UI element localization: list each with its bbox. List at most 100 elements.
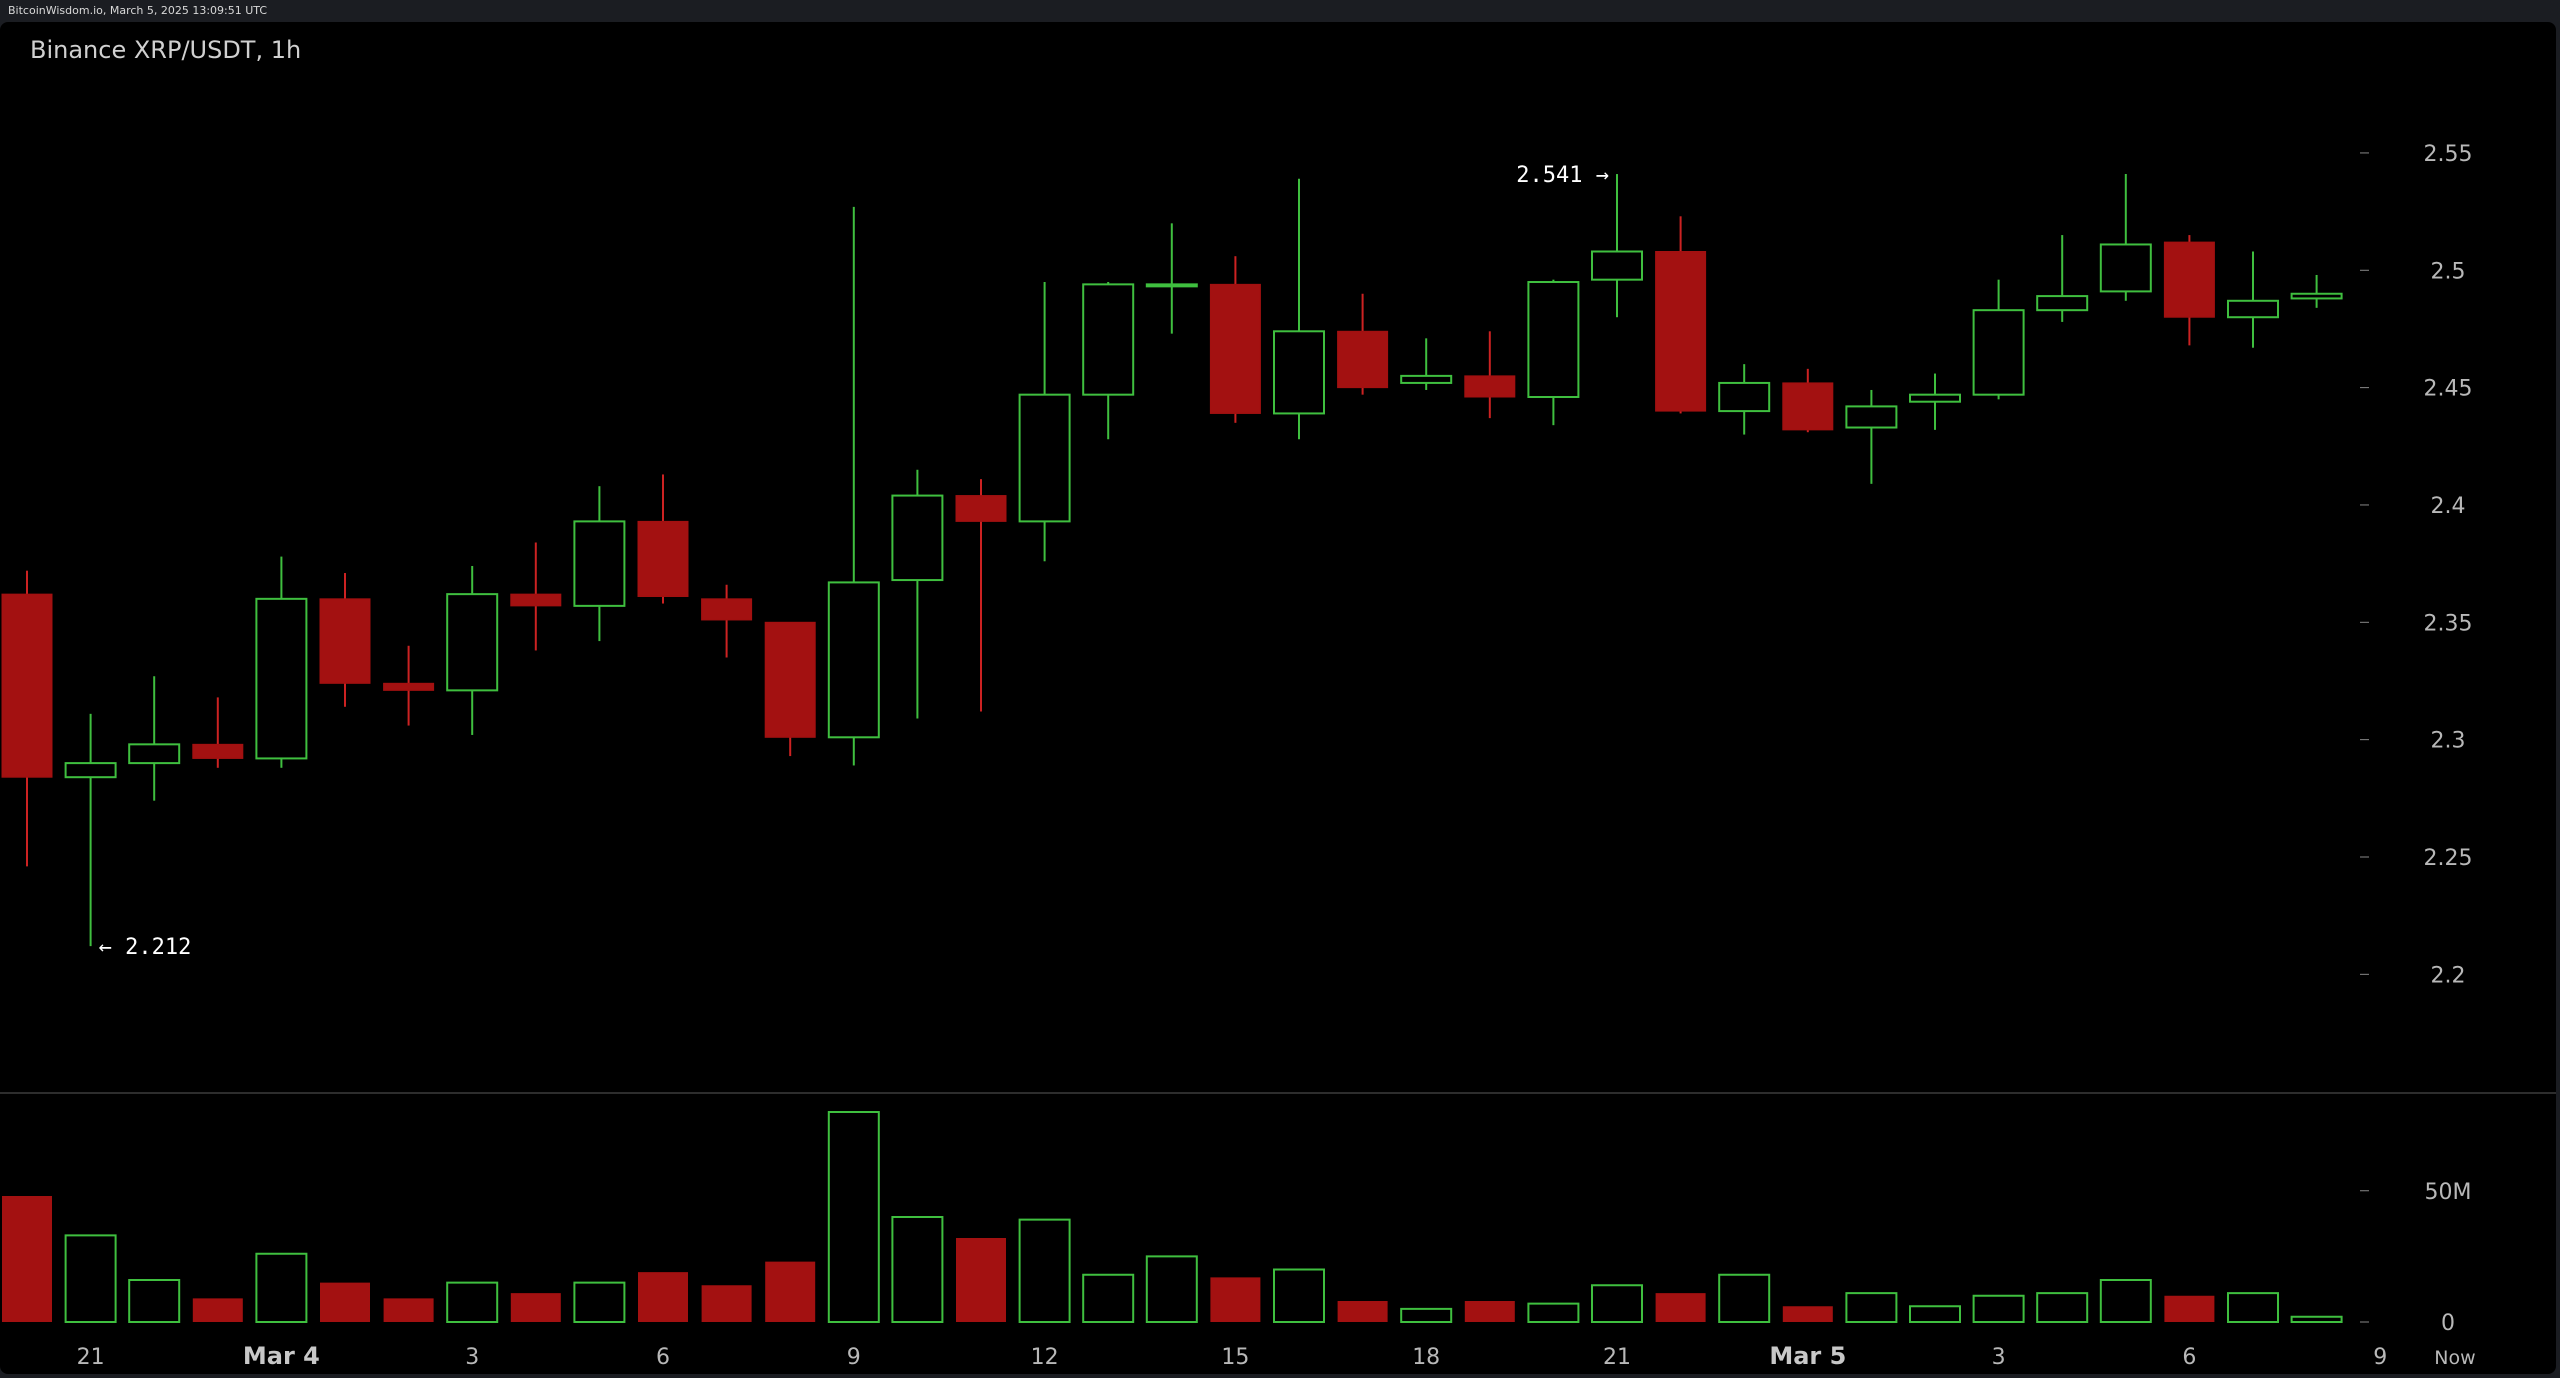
volume-bar-down <box>320 1282 370 1322</box>
candle-body-up <box>1718 381 1771 413</box>
candle-body-up <box>1972 309 2025 396</box>
volume-tick-label: 50M <box>2425 1180 2472 1205</box>
x-now-label: Now <box>2434 1347 2475 1369</box>
price-tick-label: 2.25 <box>2424 846 2473 871</box>
volume-bar-down <box>192 1298 243 1322</box>
volume-bar-up <box>64 1234 117 1323</box>
candle-body-down <box>2163 241 2215 318</box>
price-tick-label: 2.45 <box>2424 377 2473 402</box>
volume-bar-down <box>1210 1277 1261 1322</box>
volume-bar-down <box>701 1285 752 1322</box>
x-tick-label: 9 <box>2373 1345 2387 1370</box>
candle-body-up <box>573 520 626 607</box>
volume-bar-down <box>765 1261 816 1322</box>
x-tick-label: 21 <box>77 1345 105 1370</box>
candle-body-up <box>1909 393 1961 403</box>
x-tick-label: 3 <box>1992 1345 2006 1370</box>
candle-body-down <box>1209 283 1261 414</box>
candle-body-down <box>1337 330 1389 389</box>
candle-body-down <box>1655 251 1707 412</box>
candle-body-down <box>701 598 753 621</box>
candle-body-up <box>1018 393 1071 523</box>
volume-bar-up <box>2290 1315 2343 1323</box>
volume-bar-down <box>638 1272 688 1322</box>
price-tick-label: 2.5 <box>2431 259 2466 284</box>
volume-bar-up <box>1527 1302 1580 1323</box>
x-tick-label: 6 <box>656 1345 670 1370</box>
volume-tick-label: 0 <box>2441 1311 2455 1336</box>
candle-body-up <box>1400 374 1453 384</box>
volume-bar-down <box>510 1293 561 1322</box>
x-tick-label: Mar 4 <box>243 1342 320 1370</box>
volume-bar-down <box>1655 1293 1706 1322</box>
candlestick-chart[interactable]: 2.55 2.5 2.45 2.4 2.35 2.3 2.25 2.2 50M 0 21 Mar 4 3… <box>0 22 2556 1374</box>
candle-body-up <box>2290 292 2343 300</box>
candle-body-up <box>827 581 880 739</box>
volume-bar-up <box>1909 1305 1961 1323</box>
x-tick-label: 3 <box>465 1345 479 1370</box>
candle-body-up <box>1145 283 1198 288</box>
volume-bar-up <box>1845 1292 1898 1323</box>
volume-bar-down <box>956 1238 1006 1322</box>
volume-bar-down <box>2164 1295 2215 1322</box>
volume-bar-up <box>1018 1218 1071 1323</box>
volume-bar-up <box>2036 1292 2089 1323</box>
volume-bar-up <box>1145 1255 1198 1323</box>
x-tick-label: 21 <box>1603 1345 1631 1370</box>
volume-bar-up <box>1400 1307 1453 1323</box>
volume-bar-up <box>255 1252 308 1323</box>
volume-bar-down <box>2 1196 52 1322</box>
volume-bar-up <box>1718 1273 1771 1323</box>
candle-body-up <box>2227 299 2279 319</box>
candle-body-down <box>383 682 435 691</box>
chart-panel[interactable]: 2.55 2.5 2.45 2.4 2.35 2.3 2.25 2.2 50M 0 21 Mar 4 3… <box>0 22 2556 1374</box>
price-tick-label: 2.3 <box>2431 729 2466 754</box>
candle-body-up <box>128 743 181 765</box>
volume-bar-up <box>1273 1268 1325 1323</box>
candle-body-up <box>1845 405 1898 429</box>
candle-body-down <box>510 593 562 607</box>
x-tick-label: 9 <box>847 1345 861 1370</box>
candle-body-up <box>1591 250 1643 281</box>
x-tick-label: Mar 5 <box>1769 1342 1846 1370</box>
volume-bar-up <box>128 1279 181 1323</box>
candle-body-down <box>192 743 244 759</box>
candle-body-up <box>255 597 308 760</box>
price-tick-label: 2.2 <box>2431 963 2466 988</box>
low-annotation: ← 2.212 <box>99 935 192 960</box>
source-caption: BitcoinWisdom.io, March 5, 2025 13:09:51… <box>8 4 268 17</box>
candle-body-up <box>64 762 117 779</box>
volume-bar-up <box>1972 1294 2025 1323</box>
candle-body-up <box>2036 295 2089 312</box>
price-tick-label: 2.35 <box>2424 611 2473 636</box>
candle-body-down <box>1 593 53 778</box>
candle-body-up <box>1273 330 1325 415</box>
candle-body-down <box>1782 382 1834 431</box>
chart-title: Binance XRP/USDT, 1h <box>30 36 302 64</box>
volume-bar-up <box>827 1111 880 1323</box>
volume-bar-down <box>1464 1301 1515 1322</box>
volume-bar-up <box>2099 1279 2152 1323</box>
candle-body-down <box>764 621 816 738</box>
volume-bar-up <box>446 1281 499 1323</box>
volume-bar-down <box>1337 1301 1388 1322</box>
price-tick-label: 2.4 <box>2431 494 2466 519</box>
candle-body-down <box>319 598 371 684</box>
candle-body-down <box>955 495 1007 522</box>
x-tick-label: 12 <box>1031 1345 1059 1370</box>
x-tick-label: 6 <box>2182 1345 2196 1370</box>
candle-body-down <box>637 520 689 597</box>
candle-body-down <box>1464 375 1516 398</box>
price-tick-label: 2.55 <box>2424 142 2473 167</box>
volume-bar-up <box>1591 1284 1643 1323</box>
volume-bar-down <box>1782 1306 1833 1322</box>
volume-bar-up <box>1082 1273 1135 1323</box>
candle-body-up <box>891 494 944 582</box>
candle-body-up <box>1082 283 1135 396</box>
volume-bar-down <box>383 1298 434 1322</box>
candle-body-up <box>1527 281 1580 399</box>
volume-bar-up <box>573 1281 626 1323</box>
volume-bar-up <box>891 1216 944 1323</box>
x-tick-label: 18 <box>1412 1345 1440 1370</box>
candle-body-up <box>2099 243 2152 293</box>
